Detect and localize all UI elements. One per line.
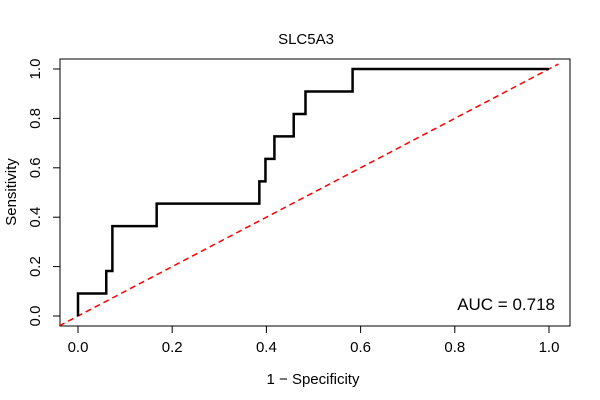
y-tick-label: 0.4 bbox=[27, 207, 44, 228]
reference-diagonal-line bbox=[58, 63, 559, 327]
x-tick-label: 0.4 bbox=[256, 339, 277, 356]
chart-title: SLC5A3 bbox=[278, 31, 334, 48]
y-axis-label: Sensitivity bbox=[3, 158, 20, 226]
y-tick-label: 0.2 bbox=[27, 256, 44, 277]
x-tick-label: 0.8 bbox=[444, 339, 465, 356]
y-axis: 0.0 0.2 0.4 0.6 0.8 1.0 bbox=[27, 59, 61, 327]
x-tick-label: 1.0 bbox=[539, 339, 560, 356]
y-tick-label: 0.0 bbox=[27, 306, 44, 327]
plot-area-border bbox=[59, 58, 571, 327]
x-tick-label: 0.0 bbox=[68, 339, 89, 356]
x-axis-label: 1 − Specificity bbox=[267, 371, 360, 388]
y-tick-label: 0.6 bbox=[27, 157, 44, 178]
x-tick-label: 0.6 bbox=[350, 339, 371, 356]
x-tick-label: 0.2 bbox=[162, 339, 183, 356]
roc-curve-line bbox=[76, 67, 549, 316]
auc-annotation: AUC = 0.718 bbox=[457, 295, 555, 314]
y-tick-label: 0.8 bbox=[27, 108, 44, 129]
x-axis: 0.0 0.2 0.4 0.6 0.8 1.0 bbox=[68, 325, 560, 356]
y-tick-label: 1.0 bbox=[27, 59, 44, 80]
